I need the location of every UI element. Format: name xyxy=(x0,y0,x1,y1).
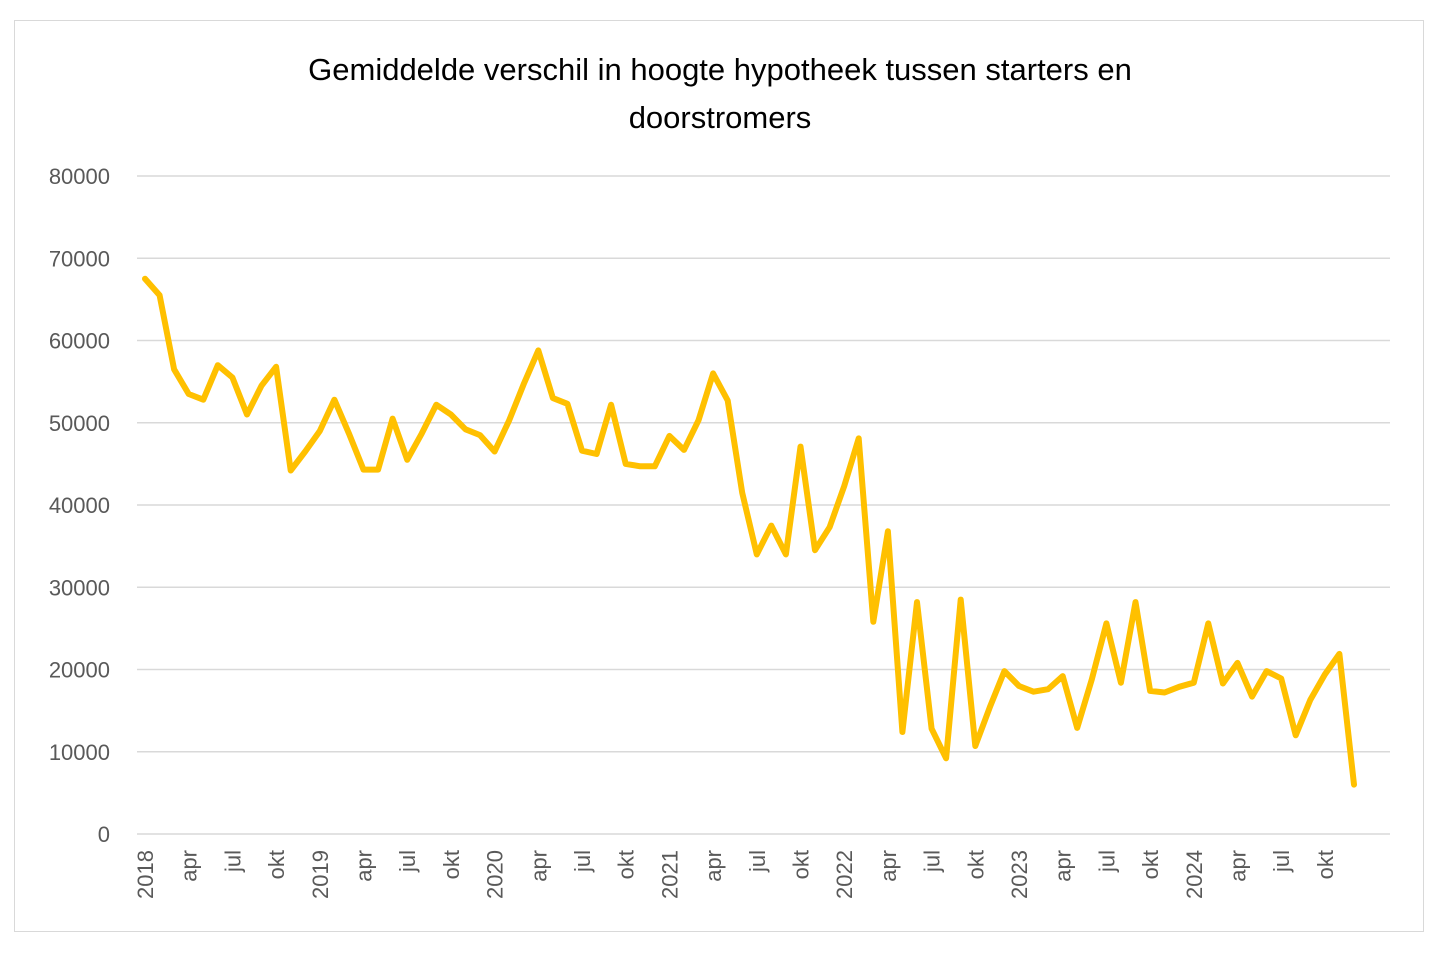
x-tick-label: jul xyxy=(570,850,595,873)
x-tick-label: okt xyxy=(439,850,464,879)
chart-frame xyxy=(14,20,1424,932)
x-tick-label: jul xyxy=(745,850,770,873)
y-tick-label: 20000 xyxy=(49,658,110,683)
x-tick-label: apr xyxy=(1051,850,1076,882)
x-tick-label: apr xyxy=(701,850,726,882)
x-tick-label: 2018 xyxy=(133,850,158,899)
x-tick-label: jul xyxy=(1269,850,1294,873)
x-tick-label: 2020 xyxy=(483,850,508,899)
x-tick-label: okt xyxy=(1138,850,1163,879)
x-tick-label: okt xyxy=(264,850,289,879)
x-tick-label: 2021 xyxy=(657,850,682,899)
y-tick-label: 10000 xyxy=(49,740,110,765)
chart-title: Gemiddelde verschil in hoogte hypotheek … xyxy=(308,52,1132,135)
y-tick-label: 30000 xyxy=(49,575,110,600)
x-tick-label: jul xyxy=(395,850,420,873)
y-tick-label: 50000 xyxy=(49,411,110,436)
x-tick-label: okt xyxy=(963,850,988,879)
x-tick-label: okt xyxy=(788,850,813,879)
y-tick-label: 70000 xyxy=(49,246,110,271)
y-tick-label: 60000 xyxy=(49,329,110,354)
series-line xyxy=(142,275,1357,788)
x-tick-label: jul xyxy=(220,850,245,873)
y-tick-label: 80000 xyxy=(49,164,110,189)
x-tick-label: apr xyxy=(177,850,202,882)
x-tick-label: jul xyxy=(920,850,945,873)
x-tick-label: 2023 xyxy=(1007,850,1032,899)
y-tick-label: 40000 xyxy=(49,493,110,518)
x-tick-label: jul xyxy=(1094,850,1119,873)
x-tick-label: 2022 xyxy=(832,850,857,899)
x-tick-label: apr xyxy=(876,850,901,882)
y-tick-label: 0 xyxy=(98,822,110,847)
x-tick-label: 2024 xyxy=(1182,850,1207,899)
x-tick-label: apr xyxy=(1225,850,1250,882)
x-tick-label: apr xyxy=(351,850,376,882)
x-tick-label: 2019 xyxy=(308,850,333,899)
x-tick-label: apr xyxy=(526,850,551,882)
x-tick-label: okt xyxy=(614,850,639,879)
x-tick-label: okt xyxy=(1313,850,1338,879)
